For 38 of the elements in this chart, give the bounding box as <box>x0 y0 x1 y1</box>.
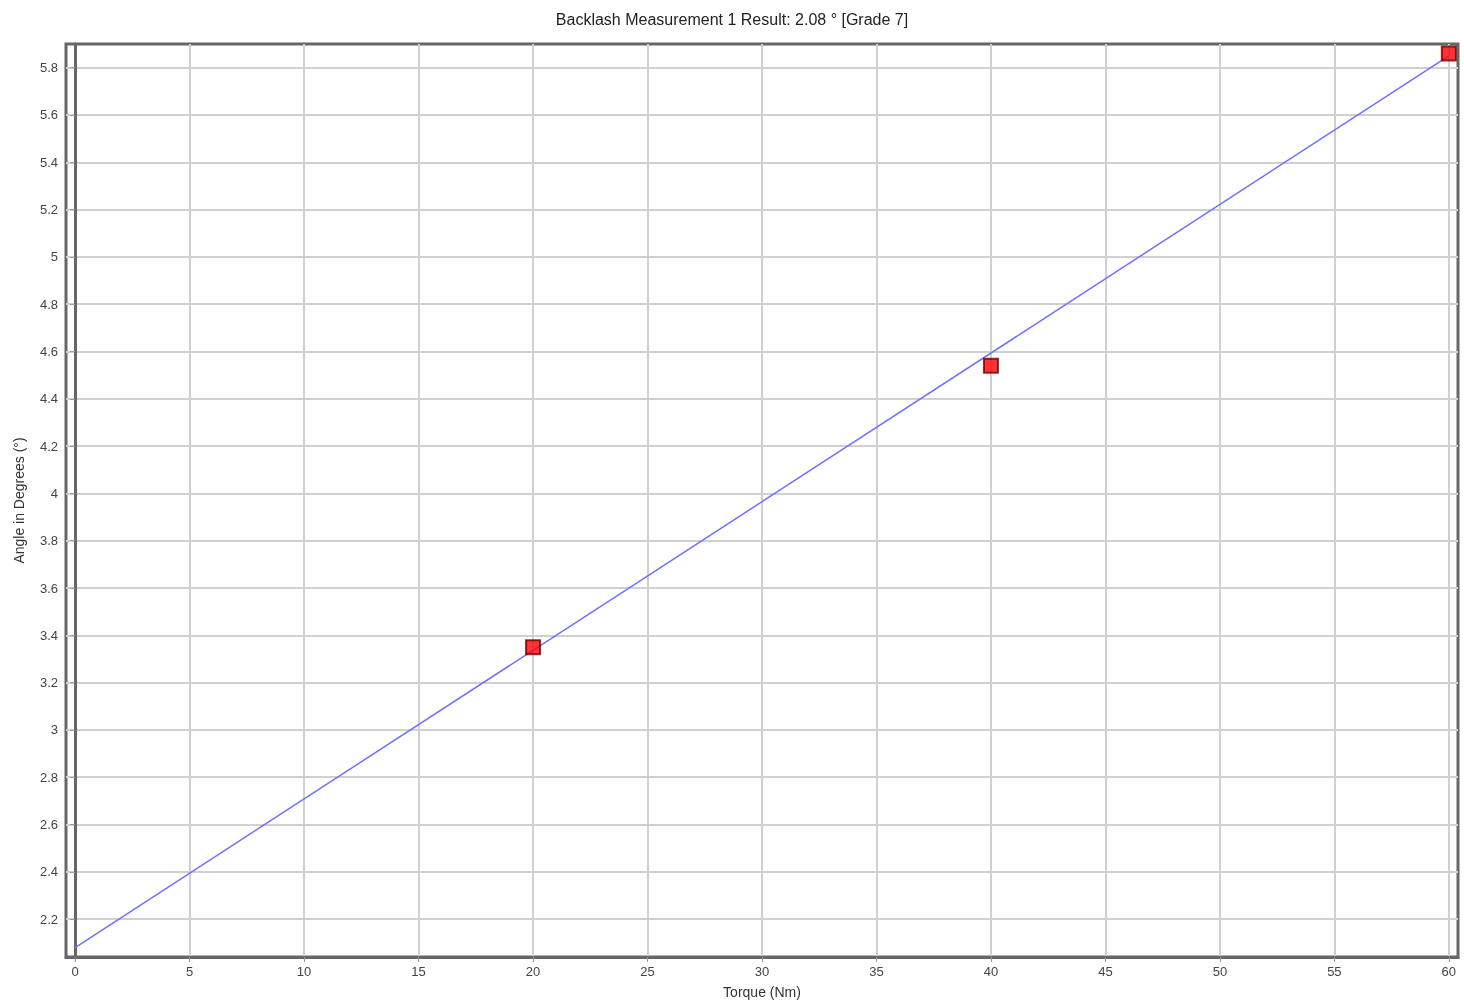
x-tick-label: 10 <box>296 964 312 979</box>
x-tick-label: 60 <box>1441 964 1457 979</box>
y-tick-label: 3.6 <box>39 580 58 596</box>
y-tick-label: 3.2 <box>39 675 58 691</box>
point <box>982 357 999 374</box>
y-tick-label: 4.6 <box>39 343 58 359</box>
y-tick-label: 2.2 <box>39 911 58 927</box>
y-tick-label: 5.2 <box>39 202 58 218</box>
x-tick-label: 50 <box>1212 964 1228 979</box>
x-axis-title: Torque (Nm) <box>723 984 801 1000</box>
y-tick-label: 5 <box>50 249 58 265</box>
y-tick-label: 5.8 <box>39 60 58 76</box>
chart-title: Backlash Measurement 1 Result: 2.08 ° [Grade 7] <box>555 10 909 28</box>
y-tick-label: 5.6 <box>39 107 58 123</box>
y-tick-label: 3 <box>50 722 58 738</box>
x-tick-label: 45 <box>1098 964 1113 979</box>
point <box>1440 45 1457 62</box>
x-tick-label: 5 <box>186 964 194 979</box>
y-tick-label: 4.4 <box>39 391 58 407</box>
y-tick-label: 2.8 <box>39 769 58 785</box>
x-tick-label: 15 <box>411 964 426 979</box>
x-tick-label: 20 <box>525 964 541 979</box>
y-tick-label: 4 <box>50 485 58 501</box>
y-axis-title: Angle in Degrees (°) <box>11 437 27 564</box>
x-tick-label: 40 <box>983 964 999 979</box>
x-tick-label: 0 <box>71 964 79 979</box>
x-tick-label: 55 <box>1327 964 1342 979</box>
y-tick-label: 2.6 <box>39 817 58 833</box>
x-tick-label: 25 <box>640 964 655 979</box>
y-tick-label: 2.4 <box>39 864 58 880</box>
x-tick-label: 30 <box>754 964 770 979</box>
y-tick-label: 4.8 <box>39 296 58 312</box>
y-tick-label: 3.4 <box>39 627 58 643</box>
y-tick-label: 3.8 <box>39 533 58 549</box>
y-tick-label: 4.2 <box>39 438 58 454</box>
x-tick-label: 35 <box>869 964 884 979</box>
point <box>525 639 542 656</box>
y-tick-label: 5.4 <box>39 154 58 170</box>
